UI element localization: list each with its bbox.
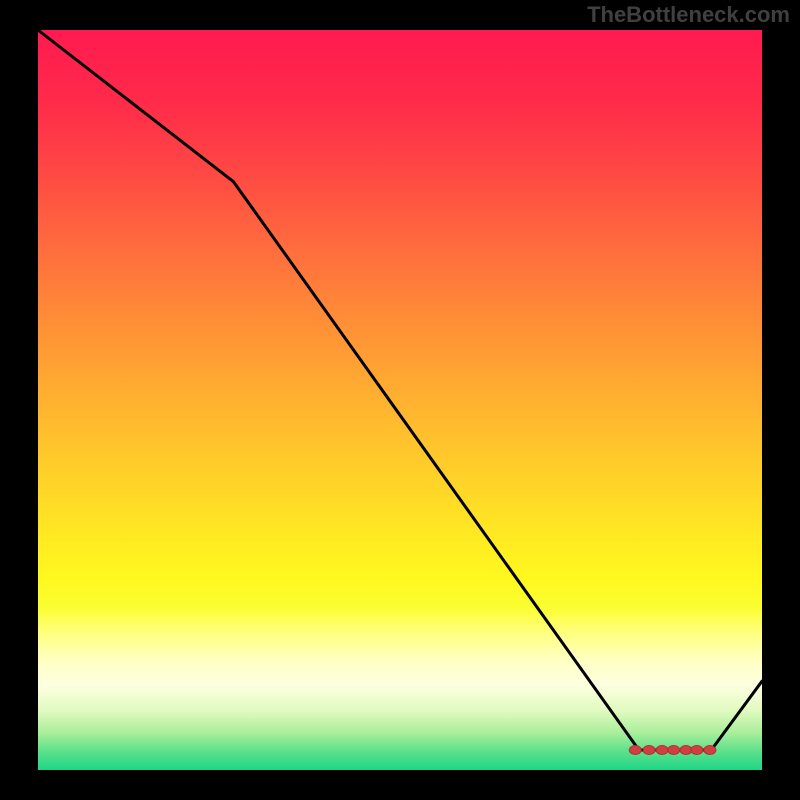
plot-background — [38, 30, 762, 770]
marker-dot — [668, 746, 680, 755]
gradient-line-chart — [0, 0, 800, 800]
chart-container: TheBottleneck.com — [0, 0, 800, 800]
watermark-text: TheBottleneck.com — [587, 2, 790, 28]
marker-dot — [691, 746, 703, 755]
marker-dot — [680, 746, 692, 755]
marker-dot — [643, 746, 655, 755]
marker-dot — [704, 746, 716, 755]
marker-dot — [629, 746, 641, 755]
marker-dot — [656, 746, 668, 755]
